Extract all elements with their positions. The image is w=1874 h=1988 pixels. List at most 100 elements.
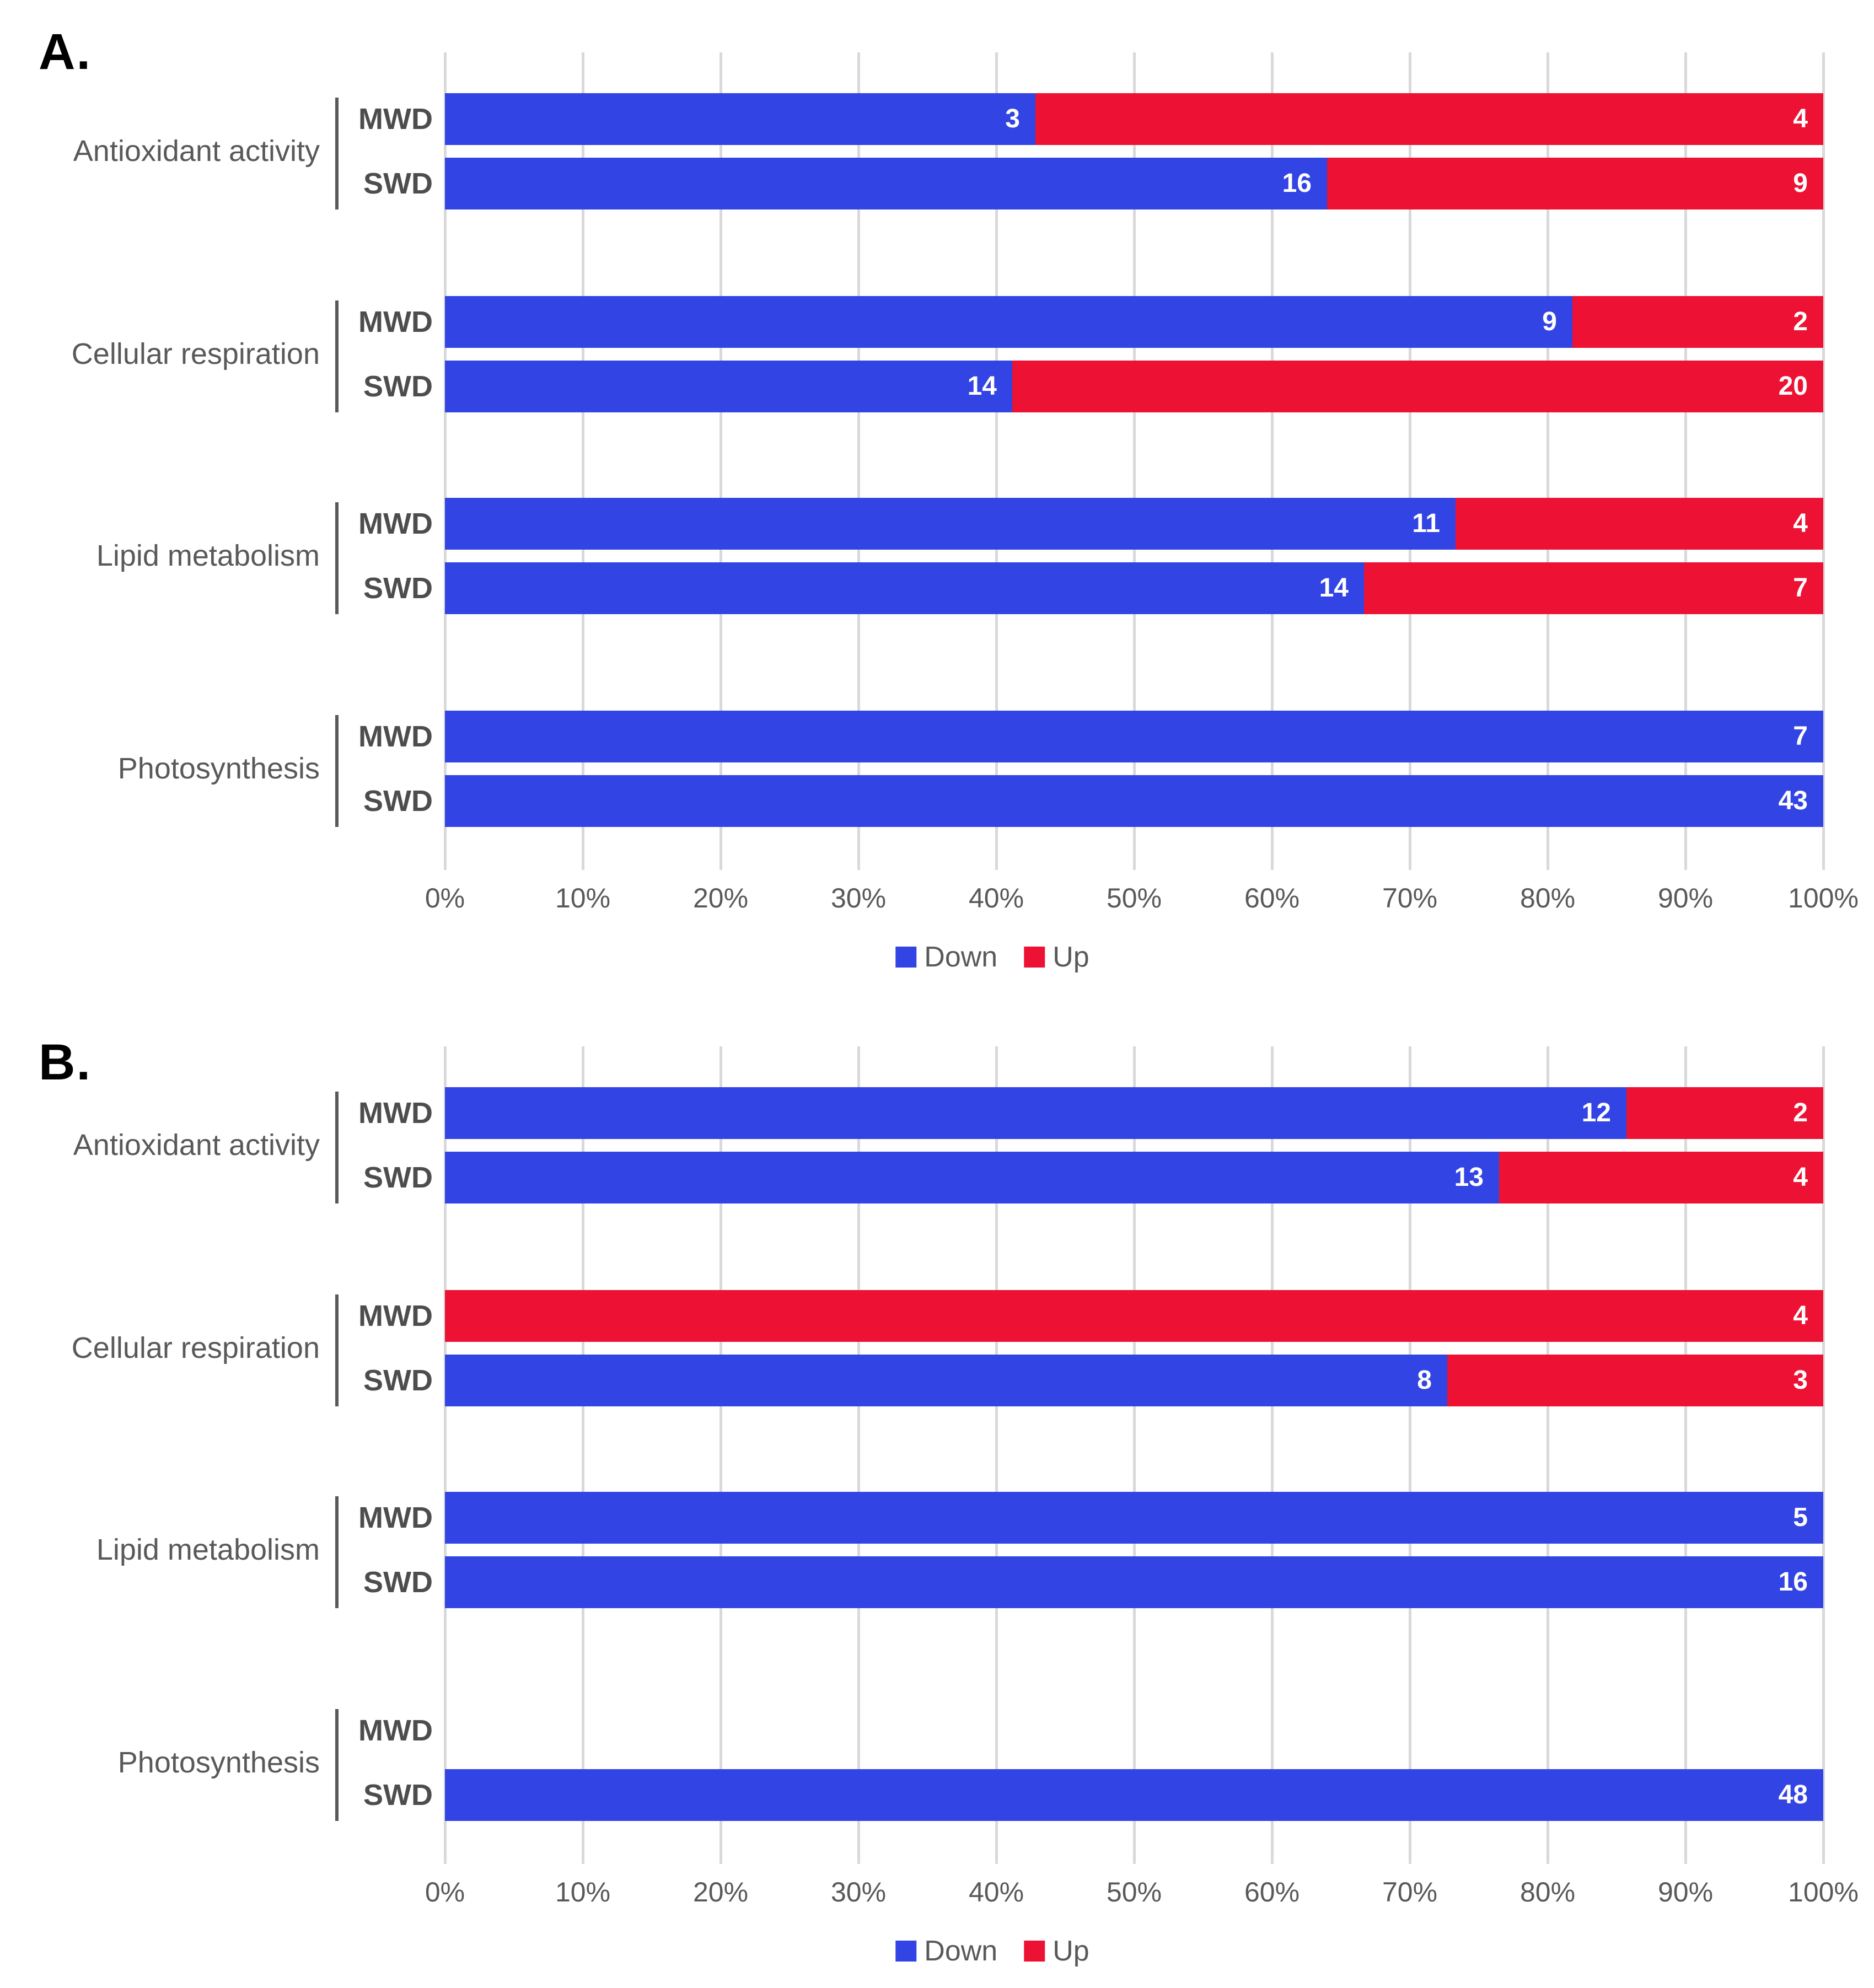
up-count-label: 4 bbox=[1793, 104, 1808, 133]
gridline bbox=[719, 1046, 722, 1864]
down-bar-segment: 16 bbox=[445, 1556, 1823, 1608]
down-count-label: 7 bbox=[1793, 722, 1808, 751]
x-tick-label: 80% bbox=[1519, 883, 1576, 914]
category-label: Lipid metabolism bbox=[96, 1533, 320, 1566]
bar-row-swd: 16 bbox=[445, 1556, 1823, 1608]
legend-label: Up bbox=[1053, 1935, 1089, 1967]
x-tick-label: 90% bbox=[1657, 1877, 1714, 1908]
up-bar-segment: 3 bbox=[1447, 1355, 1823, 1406]
up-count-label: 4 bbox=[1793, 1301, 1808, 1330]
panel-label: A. bbox=[39, 24, 92, 80]
condition-label-mwd: MWD bbox=[358, 1299, 433, 1333]
x-tick-label: 40% bbox=[968, 1877, 1024, 1908]
down-bar-segment: 14 bbox=[445, 562, 1364, 614]
condition-label-mwd: MWD bbox=[358, 1097, 433, 1130]
up-legend-swatch-icon bbox=[1024, 1941, 1045, 1962]
bar-row-mwd: 4 bbox=[445, 1290, 1823, 1342]
down-count-label: 3 bbox=[1005, 104, 1020, 133]
x-tick-label: 90% bbox=[1657, 883, 1714, 914]
down-bar-segment: 12 bbox=[445, 1087, 1626, 1139]
legend-label: Down bbox=[924, 1935, 998, 1967]
gridline bbox=[1409, 1046, 1411, 1864]
condition-label-mwd: MWD bbox=[358, 507, 433, 540]
down-count-label: 12 bbox=[1581, 1098, 1611, 1127]
category-label: Lipid metabolism bbox=[96, 539, 320, 572]
up-bar-segment: 4 bbox=[1499, 1152, 1823, 1203]
up-bar-segment: 4 bbox=[445, 1290, 1823, 1342]
group-bracket bbox=[335, 98, 339, 209]
gridline bbox=[582, 52, 584, 870]
down-legend-swatch-icon bbox=[895, 947, 917, 968]
up-legend-swatch-icon bbox=[1024, 947, 1045, 968]
legend-item-up: Up bbox=[1024, 1935, 1089, 1968]
legend: Down Up bbox=[895, 941, 1089, 974]
category-label: Photosynthesis bbox=[117, 1746, 320, 1779]
legend-item-up: Up bbox=[1024, 941, 1089, 974]
down-bar-segment: 11 bbox=[445, 498, 1456, 550]
x-tick-label: 100% bbox=[1788, 883, 1859, 914]
down-count-label: 43 bbox=[1778, 786, 1808, 815]
down-bar-segment: 13 bbox=[445, 1152, 1499, 1203]
group-bracket bbox=[335, 1496, 339, 1608]
group-bracket bbox=[335, 1294, 339, 1406]
up-bar-segment: 2 bbox=[1626, 1087, 1823, 1139]
x-tick-label: 60% bbox=[1244, 1877, 1300, 1908]
down-bar-segment: 43 bbox=[445, 775, 1823, 827]
legend: Down Up bbox=[895, 1935, 1089, 1968]
bar-row-swd: 16 9 bbox=[445, 158, 1823, 209]
down-count-label: 11 bbox=[1412, 509, 1440, 538]
gridline bbox=[1547, 52, 1549, 870]
x-tick-label: 50% bbox=[1106, 1877, 1162, 1908]
category-label: Cellular respiration bbox=[71, 1331, 320, 1364]
condition-label-swd: SWD bbox=[363, 572, 433, 605]
down-count-label: 8 bbox=[1417, 1366, 1432, 1395]
x-tick-label: 100% bbox=[1788, 1877, 1859, 1908]
condition-label-swd: SWD bbox=[363, 1364, 433, 1397]
up-bar-segment: 20 bbox=[1012, 361, 1823, 412]
up-count-label: 20 bbox=[1778, 372, 1808, 401]
up-count-label: 3 bbox=[1793, 1366, 1808, 1395]
x-tick-label: 70% bbox=[1382, 883, 1438, 914]
down-bar-segment: 8 bbox=[445, 1355, 1447, 1406]
down-count-label: 16 bbox=[1282, 169, 1312, 198]
panel-label: B. bbox=[39, 1034, 92, 1090]
bar-row-swd: 14 20 bbox=[445, 361, 1823, 412]
group-bracket bbox=[335, 1709, 339, 1821]
condition-label-swd: SWD bbox=[363, 785, 433, 818]
down-bar-segment: 9 bbox=[445, 296, 1572, 348]
down-count-label: 13 bbox=[1454, 1163, 1484, 1192]
up-count-label: 2 bbox=[1793, 1098, 1808, 1127]
category-label: Antioxidant activity bbox=[73, 1129, 320, 1162]
x-tick-label: 10% bbox=[555, 1877, 611, 1908]
up-bar-segment: 4 bbox=[1035, 93, 1823, 145]
condition-label-mwd: MWD bbox=[358, 1714, 433, 1747]
gridline bbox=[857, 52, 860, 870]
up-bar-segment: 7 bbox=[1364, 562, 1823, 614]
gridline bbox=[1271, 1046, 1274, 1864]
group-bracket bbox=[335, 1092, 339, 1203]
up-bar-segment: 9 bbox=[1327, 158, 1823, 209]
x-tick-label: 0% bbox=[425, 883, 465, 914]
x-tick-label: 80% bbox=[1519, 1877, 1576, 1908]
gridline bbox=[444, 52, 447, 870]
gridline bbox=[1822, 1046, 1825, 1864]
down-bar-segment: 3 bbox=[445, 93, 1035, 145]
bar-row-mwd: 5 bbox=[445, 1492, 1823, 1544]
legend-item-down: Down bbox=[895, 1935, 997, 1968]
down-count-label: 9 bbox=[1542, 307, 1557, 336]
gridline bbox=[1409, 52, 1411, 870]
up-count-label: 4 bbox=[1793, 509, 1808, 538]
gridline bbox=[995, 1046, 998, 1864]
gridline bbox=[857, 1046, 860, 1864]
down-bar-segment: 48 bbox=[445, 1769, 1823, 1821]
condition-label-mwd: MWD bbox=[358, 720, 433, 753]
x-tick-label: 20% bbox=[692, 883, 749, 914]
bar-row-mwd: 7 bbox=[445, 711, 1823, 762]
down-bar-segment: 5 bbox=[445, 1492, 1823, 1544]
gridline bbox=[719, 52, 722, 870]
x-tick-label: 20% bbox=[692, 1877, 749, 1908]
